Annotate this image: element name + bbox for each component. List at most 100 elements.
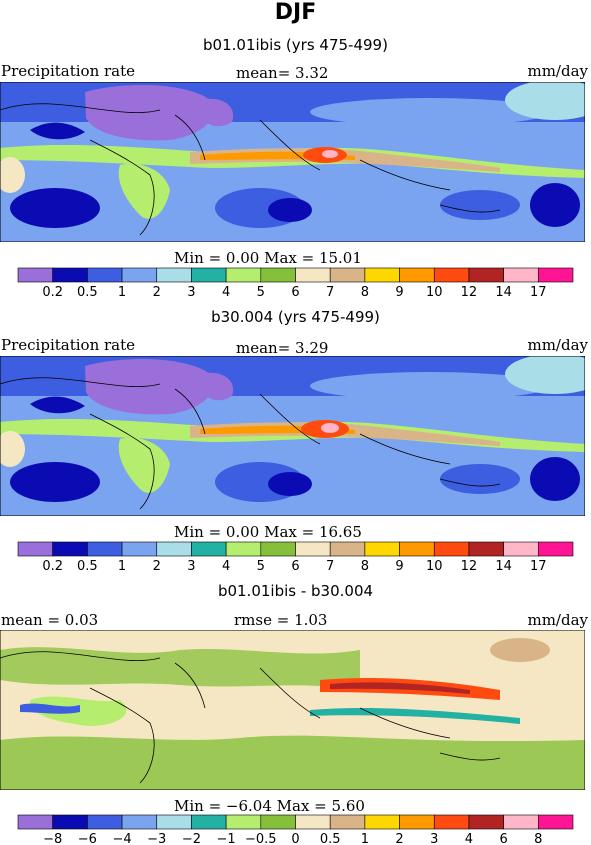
panel1-colorbar-swatch [468,267,504,283]
panel2-colorbar-tick-label: 7 [326,559,334,574]
panel1-colorbar-swatch [17,267,53,283]
panel1-minmax: Min = 0.00 Max = 15.01 [174,249,362,267]
panel1-colorbar-swatch [399,267,435,283]
panel2-colorbar-tick-label: 0.5 [77,559,98,574]
panel2-colorbar-tick-label: 12 [461,559,478,574]
panel2-colorbar-tick-label: 10 [426,559,443,574]
panel1-colorbar-tick-label: 14 [495,285,512,300]
panel3-colorbar-tick-label: 0.5 [320,832,341,845]
panel3-colorbar-swatch [399,814,435,830]
panel2-colorbar-swatch [52,541,88,557]
panel2-colorbar-swatch [468,541,504,557]
panel1-colorbar-tick-label: 12 [461,285,478,300]
panel1-colorbar-tick-label: 9 [395,285,403,300]
panel3-colorbar-swatch [191,814,227,830]
panel1-units-label: mm/day [527,62,588,80]
panel3-colorbar-tick-label: 0 [291,832,299,845]
panel3-colorbar-swatch [538,814,574,830]
panel1-colorbar-tick-label: 10 [426,285,443,300]
panel3-colorbar-swatch [295,814,331,830]
panel2-colorbar-swatch [399,541,435,557]
panel1-colorbar: 0.2 0.5 1 2 3 4 5 6 7 8 9 10 12 14 17 [17,267,574,300]
panel2-colorbar-tick-label: 0.2 [42,559,63,574]
panel1-colorbar-swatch [225,267,262,283]
panel2-colorbar-tick-label: 8 [361,559,369,574]
panel3-colorbar-swatch [503,814,539,830]
panel3-colorbar-swatch [329,814,366,830]
panel2-minmax: Min = 0.00 Max = 16.65 [174,523,362,541]
panel2-colorbar-tick-label: 9 [395,559,403,574]
panel2-colorbar-tick-label: 17 [530,559,547,574]
panel2-precip-map [0,356,585,516]
panel1-colorbar-tick-label: 4 [222,285,230,300]
panel1-colorbar-swatch [538,267,574,283]
panel2-mean-label: mean= 3.29 [236,339,329,357]
panel3-mean-label: mean = 0.03 [1,611,99,629]
panel2-colorbar-tick-label: 3 [187,559,195,574]
panel3-colorbar-tick-label: 2 [395,832,403,845]
panel2-colorbar-tick-label: 6 [291,559,299,574]
panel2-colorbar-swatch [121,541,158,557]
panel3-colorbar-tick-label: −4 [112,832,131,845]
figure-title: DJF [274,0,317,25]
panel2-colorbar-tick-label: 1 [118,559,126,574]
panel3-colorbar-tick-label: 4 [465,832,473,845]
panel3-colorbar-tick-label: 3 [430,832,438,845]
panel1-variable-label: Precipitation rate [1,62,136,80]
panel2-colorbar-tick-label: 4 [222,559,230,574]
panel2-colorbar-swatch [17,541,53,557]
panel1-colorbar-swatch [87,267,123,283]
panel2-colorbar-swatch [260,541,296,557]
panel3-subtitle: b01.01ibis - b30.004 [217,582,374,600]
panel1-colorbar-swatch [121,267,158,283]
panel3-colorbar-swatch [121,814,158,830]
panel2-subtitle: b30.004 (yrs 475-499) [211,308,380,326]
panel1-colorbar-swatch [295,267,331,283]
panel3-colorbar-tick-label: 1 [361,832,369,845]
panel3-minmax: Min = −6.04 Max = 5.60 [174,797,365,815]
panel2-colorbar-swatch [87,541,123,557]
panel2-colorbar-tick-label: 5 [257,559,265,574]
panel3-rmse-label: rmse = 1.03 [234,611,328,629]
panel1-colorbar-swatch [260,267,296,283]
panel3-colorbar-swatch [468,814,504,830]
panel3-colorbar-swatch [364,814,400,830]
panel3-colorbar-tick-label: −0.5 [245,832,277,845]
panel2-colorbar-swatch [329,541,366,557]
panel3-colorbar-tick-label: 8 [534,832,542,845]
panel3-colorbar-swatch [260,814,296,830]
panel3-colorbar-swatch [17,814,53,830]
panel1-colorbar-swatch [503,267,539,283]
panel1-colorbar-swatch [433,267,470,283]
panel1-colorbar-tick-label: 1 [118,285,126,300]
panel2-colorbar-swatch [156,541,192,557]
panel1-colorbar-tick-label: 7 [326,285,334,300]
panel3-colorbar-tick-label: −1 [217,832,236,845]
panel3-colorbar-tick-label: −8 [43,832,62,845]
panel1-colorbar-tick-label: 8 [361,285,369,300]
panel2-colorbar-tick-label: 14 [495,559,512,574]
panel3-colorbar-swatch [156,814,192,830]
panel3-colorbar: −8 −6 −4 −3 −2 −1 −0.5 0 0.5 1 2 3 4 6 8 [17,814,574,845]
panel2-colorbar-swatch [538,541,574,557]
panel1-colorbar-swatch [329,267,366,283]
panel1-colorbar-tick-label: 3 [187,285,195,300]
panel3-colorbar-tick-label: −6 [78,832,97,845]
panel3-colorbar-swatch [433,814,470,830]
panel3-colorbar-swatch [87,814,123,830]
panel2-colorbar-swatch [295,541,331,557]
panel2-colorbar: 0.2 0.5 1 2 3 4 5 6 7 8 9 10 12 14 17 [17,541,574,574]
panel2-colorbar-swatch [503,541,539,557]
panel1-colorbar-tick-label: 0.2 [42,285,63,300]
panel2-variable-label: Precipitation rate [1,336,136,354]
panel1-colorbar-swatch [156,267,192,283]
panel1-mean-label: mean= 3.32 [236,64,329,82]
panel3-colorbar-swatch [52,814,88,830]
panel2-units-label: mm/day [527,336,588,354]
panel3-colorbar-tick-label: −2 [182,832,201,845]
panel1-precip-map [0,82,585,242]
panel1-colorbar-swatch [364,267,400,283]
panel3-colorbar-tick-label: 6 [499,832,507,845]
panel3-colorbar-swatch [225,814,262,830]
